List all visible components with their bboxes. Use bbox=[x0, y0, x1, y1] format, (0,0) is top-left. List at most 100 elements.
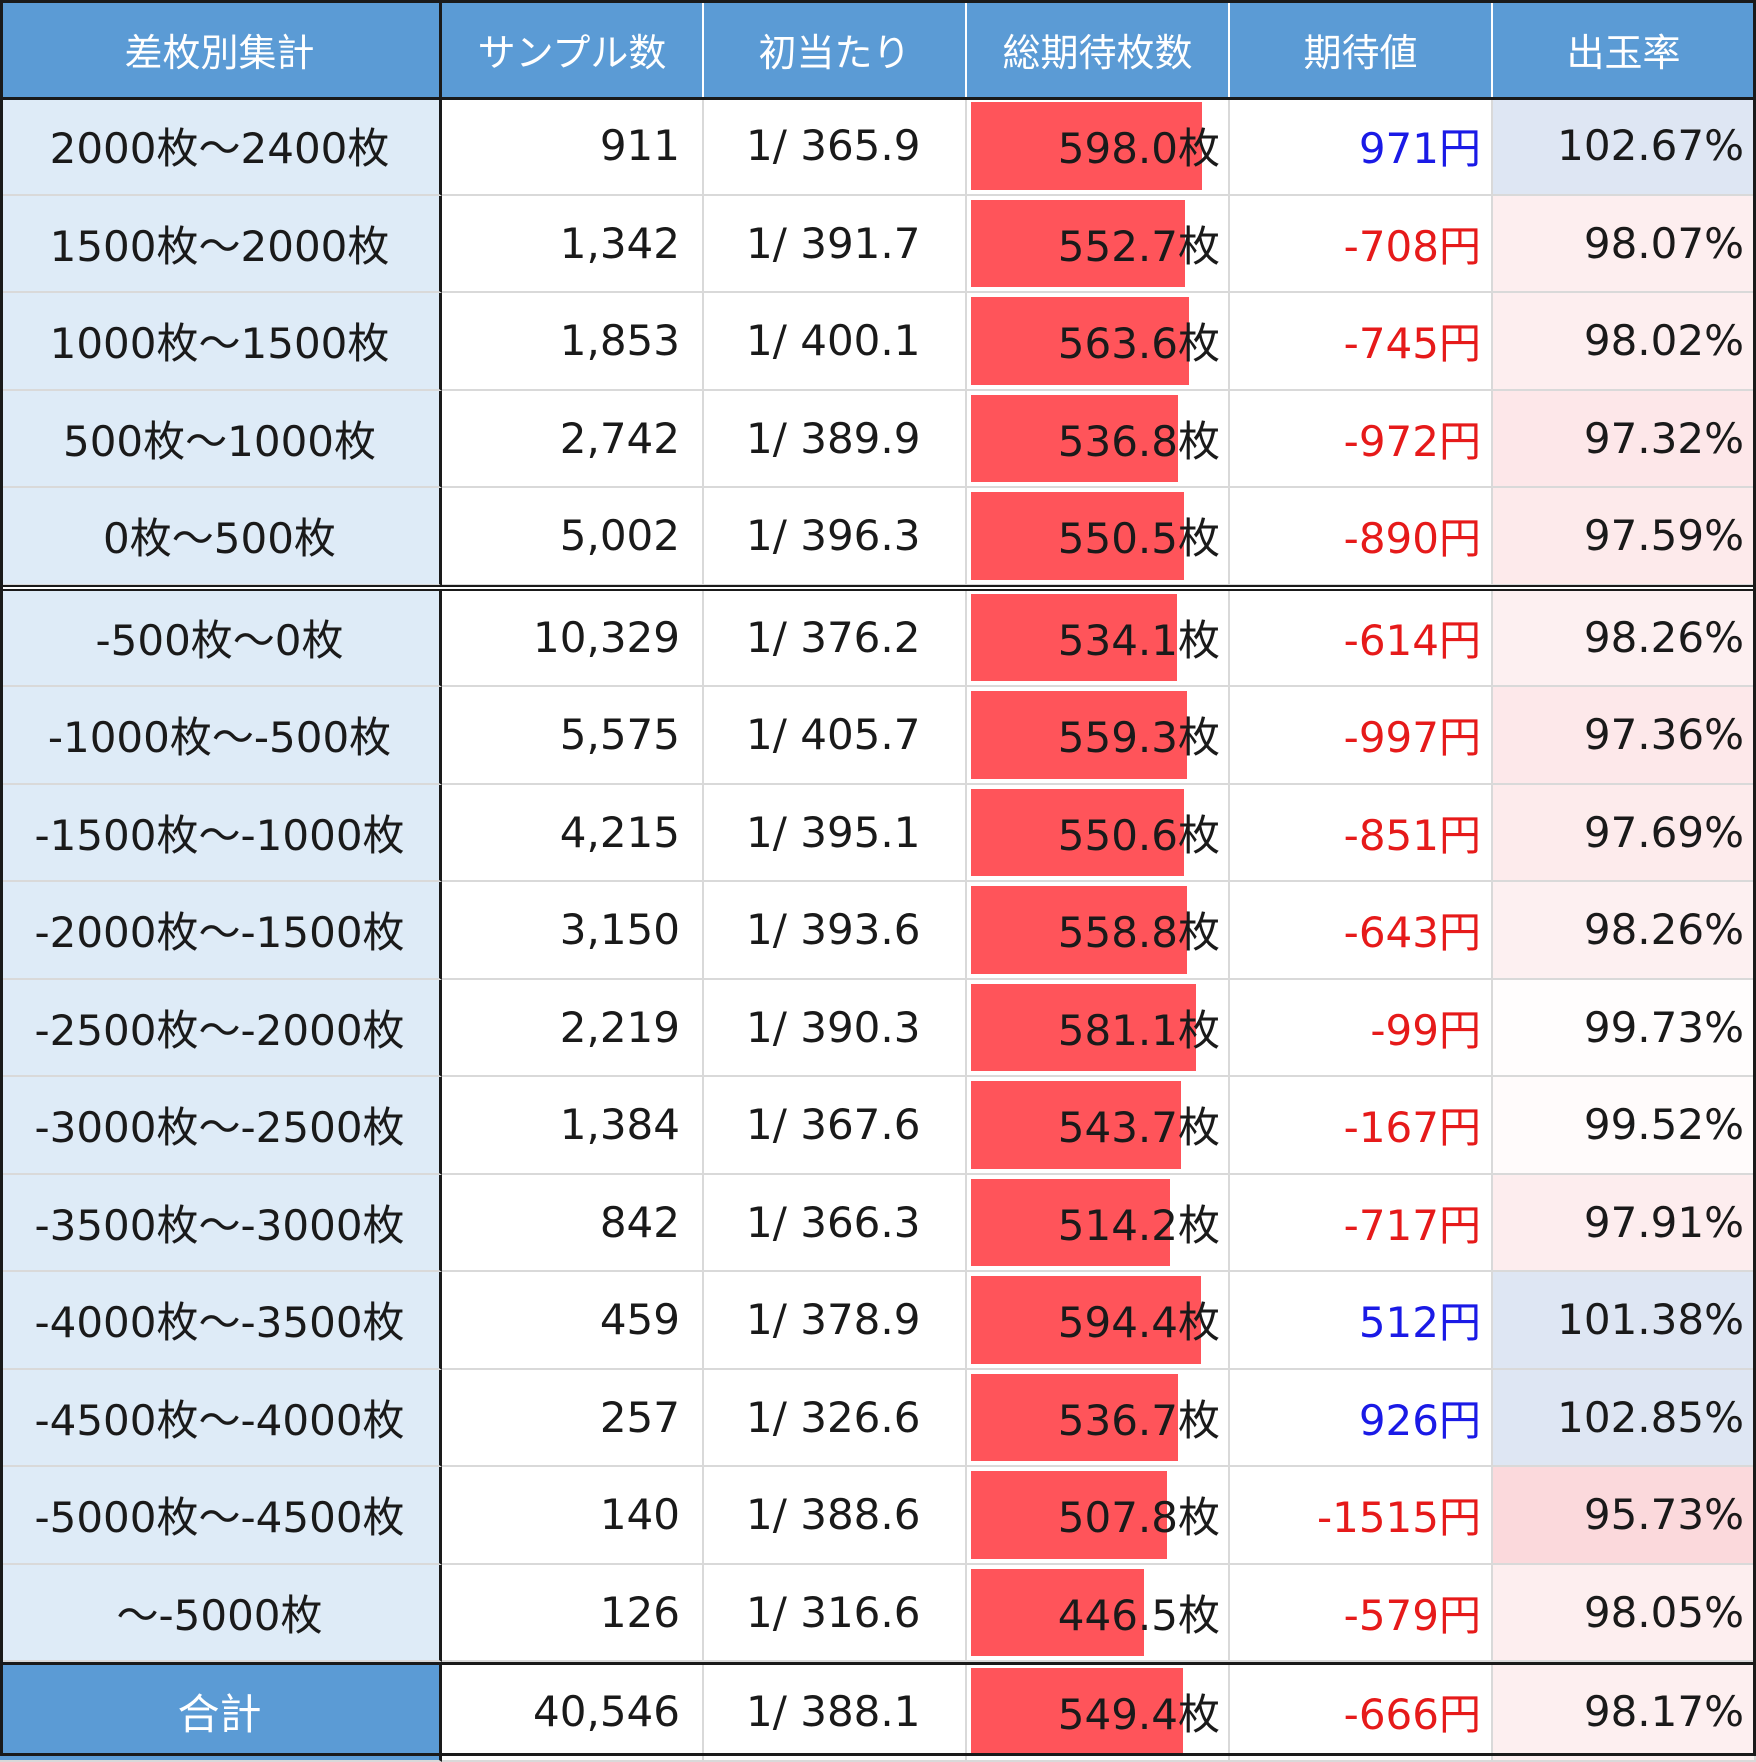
payout-rate: 98.02% bbox=[1493, 293, 1756, 391]
expected-medals-value: 550.6枚 bbox=[1057, 810, 1220, 860]
expected-medals-cell: 581.1枚 bbox=[967, 979, 1230, 1077]
expected-value: 926円 bbox=[1230, 1369, 1493, 1467]
group-header: 差枚別集計 bbox=[0, 0, 442, 98]
expected-medals-value: 550.5枚 bbox=[1057, 514, 1220, 564]
samples-header: サンプル数 bbox=[442, 0, 704, 98]
expected-value: 971円 bbox=[1230, 98, 1493, 196]
expected-medals-header: 総期待枚数 bbox=[967, 0, 1230, 98]
first-hit-rate: 1/ 378.9 bbox=[704, 1272, 967, 1370]
expected-value-header: 期待値 bbox=[1230, 0, 1493, 98]
expected-medals-bar bbox=[971, 1081, 1181, 1169]
expected-medals-cell: 446.5枚 bbox=[967, 1564, 1230, 1662]
expected-medals-value: 552.7枚 bbox=[1057, 221, 1220, 271]
expected-medals-cell: 536.8枚 bbox=[967, 390, 1230, 488]
sample-count: 842 bbox=[442, 1174, 704, 1272]
payout-rate: 98.07% bbox=[1493, 195, 1756, 293]
expected-value: -972円 bbox=[1230, 390, 1493, 488]
first-hit-rate: 1/ 396.3 bbox=[704, 488, 967, 586]
sample-count: 40,546 bbox=[442, 1664, 704, 1762]
expected-value: -717円 bbox=[1230, 1174, 1493, 1272]
payout-rate: 97.32% bbox=[1493, 390, 1756, 488]
sample-count: 5,002 bbox=[442, 488, 704, 586]
expected-medals-cell: 563.6枚 bbox=[967, 293, 1230, 391]
first-hit-rate: 1/ 326.6 bbox=[704, 1369, 967, 1467]
payout-rate: 97.36% bbox=[1493, 687, 1756, 785]
row-label: -4000枚〜-3500枚 bbox=[0, 1272, 442, 1370]
expected-value: -890円 bbox=[1230, 488, 1493, 586]
first-hit-rate: 1/ 365.9 bbox=[704, 98, 967, 196]
expected-medals-cell: 598.0枚 bbox=[967, 98, 1230, 196]
row-label: -500枚〜0枚 bbox=[0, 589, 442, 687]
expected-medals-value: 507.8枚 bbox=[1057, 1493, 1220, 1543]
sample-count: 4,215 bbox=[442, 784, 704, 882]
header-divider bbox=[0, 97, 1756, 100]
payout-rate: 99.73% bbox=[1493, 979, 1756, 1077]
row-label: 2000枚〜2400枚 bbox=[0, 98, 442, 196]
row-label: 〜-5000枚 bbox=[0, 1564, 442, 1662]
payout-rate: 102.85% bbox=[1493, 1369, 1756, 1467]
expected-medals-cell: 594.4枚 bbox=[967, 1272, 1230, 1370]
expected-value: -99円 bbox=[1230, 979, 1493, 1077]
expected-medals-value: 446.5枚 bbox=[1057, 1590, 1220, 1640]
expected-medals-cell: 536.7枚 bbox=[967, 1369, 1230, 1467]
expected-medals-cell: 559.3枚 bbox=[967, 687, 1230, 785]
row-label: -1000枚〜-500枚 bbox=[0, 687, 442, 785]
expected-medals-value: 543.7枚 bbox=[1057, 1103, 1220, 1153]
expected-value: -997円 bbox=[1230, 687, 1493, 785]
first-hit-rate: 1/ 389.9 bbox=[704, 390, 967, 488]
row-label: 1000枚〜1500枚 bbox=[0, 293, 442, 391]
expected-medals-value: 594.4枚 bbox=[1057, 1298, 1220, 1348]
payout-rate: 98.26% bbox=[1493, 882, 1756, 980]
row-label: -1500枚〜-1000枚 bbox=[0, 784, 442, 882]
expected-medals-bar bbox=[971, 788, 1184, 876]
expected-value: -666円 bbox=[1230, 1664, 1493, 1762]
expected-value: -1515円 bbox=[1230, 1467, 1493, 1565]
expected-medals-value: 536.8枚 bbox=[1057, 416, 1220, 466]
expected-medals-value: 536.7枚 bbox=[1057, 1395, 1220, 1445]
expected-value: -708円 bbox=[1230, 195, 1493, 293]
total-label: 合計 bbox=[0, 1664, 442, 1762]
first-hit-rate: 1/ 390.3 bbox=[704, 979, 967, 1077]
row-label: -3000枚〜-2500枚 bbox=[0, 1077, 442, 1175]
payout-rate: 95.73% bbox=[1493, 1467, 1756, 1565]
payout-rate: 98.05% bbox=[1493, 1564, 1756, 1662]
expected-medals-value: 581.1枚 bbox=[1057, 1005, 1220, 1055]
payout-rate: 97.69% bbox=[1493, 784, 1756, 882]
expected-medals-bar bbox=[971, 297, 1189, 385]
expected-medals-cell: 514.2枚 bbox=[967, 1174, 1230, 1272]
row-label: 1500枚〜2000枚 bbox=[0, 195, 442, 293]
sample-count: 911 bbox=[442, 98, 704, 196]
expected-medals-value: 514.2枚 bbox=[1057, 1200, 1220, 1250]
payout-rate: 99.52% bbox=[1493, 1077, 1756, 1175]
expected-medals-cell: 550.6枚 bbox=[967, 784, 1230, 882]
expected-value: -579円 bbox=[1230, 1564, 1493, 1662]
row-label: 0枚〜500枚 bbox=[0, 488, 442, 586]
sample-count: 1,853 bbox=[442, 293, 704, 391]
first-hit-rate: 1/ 405.7 bbox=[704, 687, 967, 785]
sample-count: 1,384 bbox=[442, 1077, 704, 1175]
first-hit-rate: 1/ 400.1 bbox=[704, 293, 967, 391]
expected-medals-cell: 507.8枚 bbox=[967, 1467, 1230, 1565]
first-hit-rate: 1/ 393.6 bbox=[704, 882, 967, 980]
first-hit-rate: 1/ 395.1 bbox=[704, 784, 967, 882]
row-label: -3500枚〜-3000枚 bbox=[0, 1174, 442, 1272]
expected-medals-cell: 550.5枚 bbox=[967, 488, 1230, 586]
row-label: 500枚〜1000枚 bbox=[0, 390, 442, 488]
sample-count: 1,342 bbox=[442, 195, 704, 293]
expected-value: 512円 bbox=[1230, 1272, 1493, 1370]
expected-value: -167円 bbox=[1230, 1077, 1493, 1175]
row-label: -4500枚〜-4000枚 bbox=[0, 1369, 442, 1467]
expected-medals-bar bbox=[971, 199, 1185, 287]
first-hit-rate: 1/ 391.7 bbox=[704, 195, 967, 293]
expected-medals-cell: 543.7枚 bbox=[967, 1077, 1230, 1175]
payout-rate: 98.17% bbox=[1493, 1664, 1756, 1762]
first-hit-rate: 1/ 367.6 bbox=[704, 1077, 967, 1175]
sample-count: 140 bbox=[442, 1467, 704, 1565]
expected-medals-value: 563.6枚 bbox=[1057, 319, 1220, 369]
zero-line-divider-bottom bbox=[0, 588, 1756, 591]
expected-medals-bar bbox=[971, 1471, 1167, 1559]
expected-medals-bar bbox=[971, 1668, 1183, 1756]
expected-medals-value: 559.3枚 bbox=[1057, 713, 1220, 763]
expected-medals-bar bbox=[971, 394, 1178, 482]
expected-medals-cell: 558.8枚 bbox=[967, 882, 1230, 980]
